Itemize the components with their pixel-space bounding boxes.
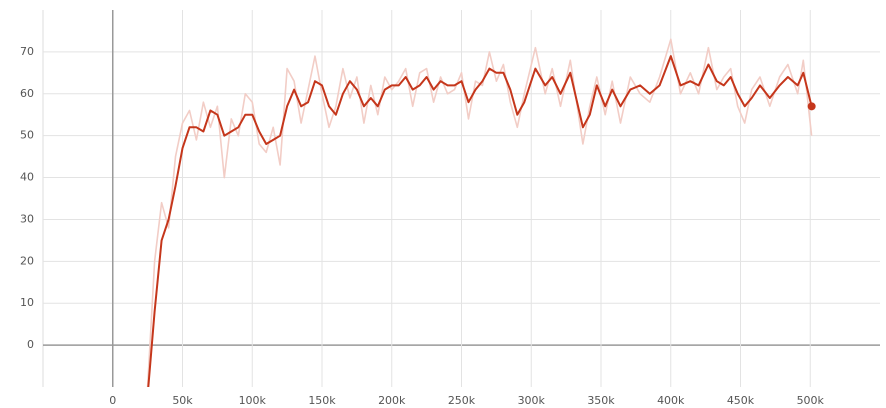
y-tick-label: 10 [20,296,34,309]
x-tick-label: 450k [727,394,755,407]
y-tick-label: 50 [20,129,34,142]
x-tick-label: 100k [239,394,267,407]
x-tick-label: 300k [518,394,546,407]
y-tick-label: 60 [20,87,34,100]
series-line [146,38,813,387]
x-tick-label: 50k [172,394,193,407]
x-tick-label: 150k [308,394,336,407]
x-tick-label: 200k [378,394,406,407]
y-tick-label: 0 [27,338,34,351]
y-tick-label: 70 [20,45,34,58]
x-tick-label: 500k [797,394,825,407]
end-point [807,102,816,111]
series-line [147,55,813,387]
x-tick-label: 250k [448,394,476,407]
x-tick-label: 0 [109,394,116,407]
plot [146,38,816,387]
y-tick-label: 40 [20,171,34,184]
x-tick-label: 400k [657,394,685,407]
y-tick-label: 30 [20,212,34,225]
y-tick-label: 20 [20,254,34,267]
x-tick-label: 350k [587,394,615,407]
grid: 0 10 20 30 40 50 60 70 0 50k 100k 150k 200k 250k 300k 3… [20,10,880,407]
